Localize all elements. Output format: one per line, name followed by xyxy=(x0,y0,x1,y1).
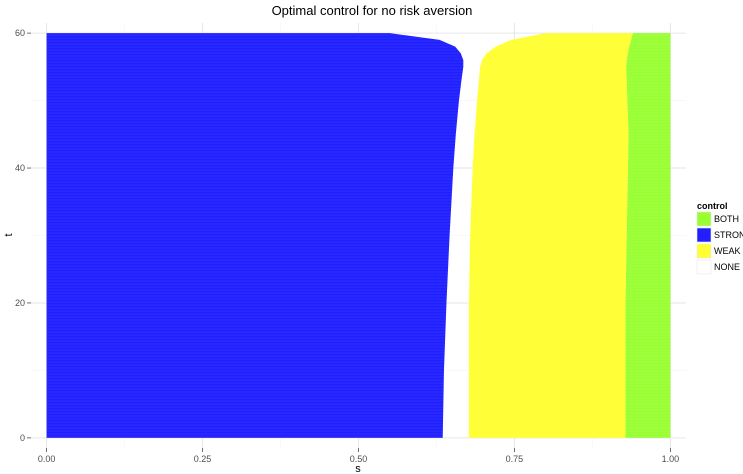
y-tick-label: 20 xyxy=(15,298,25,308)
legend-label-strong: STRONG xyxy=(714,230,743,240)
legend-title: control xyxy=(697,201,728,211)
x-tick-label: 0.25 xyxy=(194,454,212,464)
region-strong xyxy=(46,33,464,438)
axis-ticks: 0.00 0.25 0.50 0.75 1.00 0 20 40 60 xyxy=(15,28,679,464)
legend-label-weak: WEAK xyxy=(714,246,741,256)
y-tick-label: 40 xyxy=(15,163,25,173)
y-tick-label: 0 xyxy=(20,433,25,443)
legend-swatch-weak xyxy=(696,243,712,259)
legend-swatch-strong xyxy=(696,227,712,243)
legend-swatch-none xyxy=(696,259,712,275)
region-both xyxy=(625,33,671,438)
x-tick-label: 0.50 xyxy=(350,454,368,464)
legend-swatch-both xyxy=(696,211,712,227)
region-weak xyxy=(468,33,633,438)
x-axis-title: s xyxy=(355,463,361,474)
legend-label-none: NONE xyxy=(714,262,740,272)
legend: control BOTH STRONG WEAK NONE xyxy=(696,201,743,275)
chart-title: Optimal control for no risk aversion xyxy=(272,3,473,18)
x-tick-label: 1.00 xyxy=(662,454,680,464)
x-tick-label: 0.00 xyxy=(38,454,56,464)
legend-label-both: BOTH xyxy=(714,214,739,224)
control-regions xyxy=(46,33,671,438)
row-stripes xyxy=(46,34,671,438)
y-axis-title: t xyxy=(3,233,15,236)
x-tick-label: 0.75 xyxy=(506,454,524,464)
y-tick-label: 60 xyxy=(15,28,25,38)
legend-items: BOTH STRONG WEAK NONE xyxy=(696,211,743,275)
